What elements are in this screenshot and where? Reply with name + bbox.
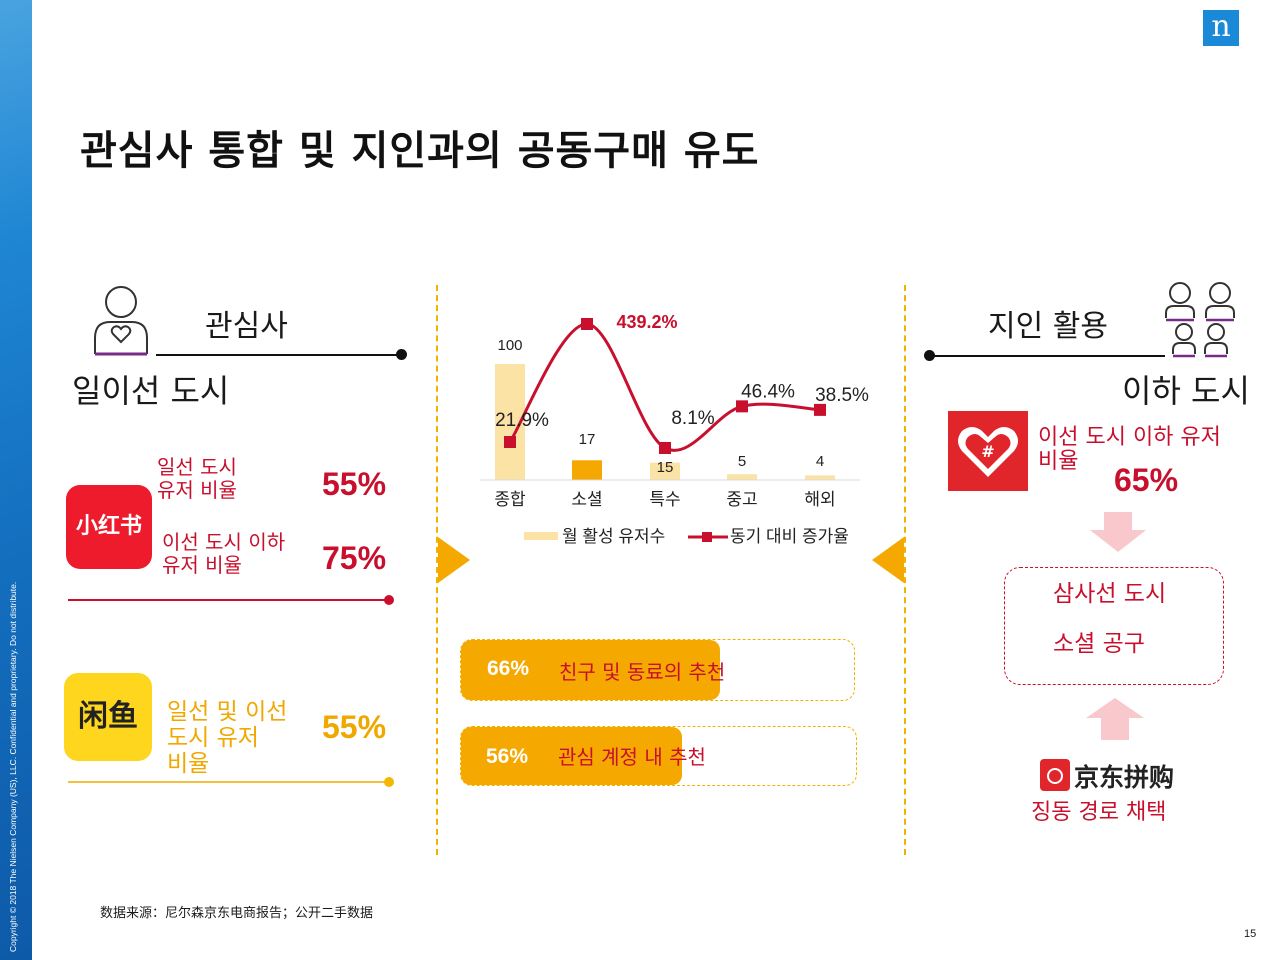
copyright-text: Copyright © 2018 The Nielsen Company (US… xyxy=(8,581,18,952)
recommend-bar-2-fill xyxy=(461,727,683,785)
xhs-tier1-value: 55% xyxy=(322,466,387,502)
acquaintance-header: 지인 활용 xyxy=(988,309,1108,344)
xhs-tier1-label: 일선 도시 유저 비율 xyxy=(157,455,237,502)
xiaohongshu-logo: 小红书 xyxy=(66,485,152,569)
growth-rate-label: 8.1% xyxy=(671,408,714,429)
interest-line xyxy=(156,354,402,356)
person-heart-icon xyxy=(94,286,148,356)
xhs-divider xyxy=(68,599,388,601)
bar-해외 xyxy=(805,475,835,480)
bar-중고 xyxy=(727,474,757,480)
category-label: 종합 xyxy=(494,490,526,510)
right-pointing-arrow-icon xyxy=(438,537,470,583)
bar-value-label: 15 xyxy=(657,459,674,476)
bar-value-label: 4 xyxy=(816,453,824,470)
down-arrow-icon xyxy=(1090,512,1146,552)
xianyu-divider xyxy=(68,781,388,783)
xianyu-label: 일선 및 이선 도시 유저 비율 xyxy=(167,699,288,777)
bar-특수 xyxy=(650,462,680,480)
growth-point xyxy=(659,442,671,454)
growth-point xyxy=(504,436,516,448)
recommend-2-label: 관심 계정 내 추천 xyxy=(558,745,706,769)
bar-소셜 xyxy=(572,460,602,480)
left-pointing-arrow-icon xyxy=(872,537,904,583)
mau-growth-chart: 100 17 15 5 4 21.9% 439.2% 8.1% 46.4% 38.5% 종합 소셜… xyxy=(480,312,869,546)
divider-left xyxy=(436,285,438,855)
category-label: 특수 xyxy=(649,490,680,510)
recommend-bar-1-fill xyxy=(461,640,721,700)
pinduoduo-heart-icon: # xyxy=(958,427,1018,477)
pdd-label: 이선 도시 이하 유저 비율 xyxy=(1038,425,1221,474)
legend-line-marker xyxy=(702,532,712,542)
tier34-label: 삼사선 도시 xyxy=(1053,581,1167,607)
growth-rate-line xyxy=(508,322,821,452)
pdd-value: 65% xyxy=(1114,462,1179,498)
growth-rate-label: 38.5% xyxy=(815,385,869,406)
data-source: 数据来源：尼尔森京东电商报告；公开二手数据 xyxy=(100,906,374,921)
legend-bar-swatch xyxy=(524,532,558,540)
tier12-cities-label: 일이선 도시 xyxy=(72,372,230,410)
interest-line-dot xyxy=(396,349,407,360)
page-number: 15 xyxy=(1244,928,1257,940)
recommend-1-value: 66% xyxy=(487,657,530,680)
social-group-buy-label: 소셜 공구 xyxy=(1053,631,1145,657)
acquaintance-line xyxy=(930,355,1165,357)
up-arrow-icon xyxy=(1086,698,1144,740)
pinduoduo-logo: # xyxy=(948,411,1028,491)
svg-text:#: # xyxy=(981,442,994,461)
legend-growth: 동기 대비 증가율 xyxy=(730,527,849,546)
brand-sidebar: Copyright © 2018 The Nielsen Company (US… xyxy=(0,0,32,960)
recommend-bar-1: 66% 친구 및 동료의 추천 xyxy=(460,639,855,701)
growth-rate-label: 21.9% xyxy=(495,410,549,431)
recommend-1-label: 친구 및 동료의 추천 xyxy=(559,660,726,684)
jd-bag-icon xyxy=(1040,759,1070,791)
jd-caption: 징동 경로 채택 xyxy=(1031,800,1167,825)
recommend-bar-2: 56% 관심 계정 내 추천 xyxy=(460,726,857,786)
xianyu-divider-dot xyxy=(384,777,394,787)
growth-point xyxy=(581,318,593,330)
bar-value-label: 5 xyxy=(738,453,746,470)
page-title: 관심사 통합 및 지인과의 공동구매 유도 xyxy=(80,128,760,174)
nielsen-logo: n xyxy=(1203,10,1239,46)
growth-rate-label: 46.4% xyxy=(741,381,795,402)
legend-mau: 월 활성 유저수 xyxy=(562,527,665,546)
bar-value-label: 17 xyxy=(579,431,596,448)
growth-point xyxy=(736,400,748,413)
divider-right xyxy=(904,285,906,855)
lower-tier-cities-label: 이하 도시 xyxy=(1122,372,1250,410)
category-label: 해외 xyxy=(804,490,835,510)
xianyu-value: 55% xyxy=(322,709,387,745)
growth-point xyxy=(814,403,826,416)
tier34-social-box: 삼사선 도시 소셜 공구 xyxy=(1004,567,1224,685)
category-label: 소셜 xyxy=(571,490,602,510)
jd-logo-text: 京东拼购 xyxy=(1074,763,1175,792)
acquaintance-line-dot xyxy=(924,350,935,361)
category-label: 중고 xyxy=(726,490,757,510)
growth-rate-label: 439.2% xyxy=(616,312,677,332)
bar-value-label: 100 xyxy=(497,337,522,354)
xhs-divider-dot xyxy=(384,595,394,605)
xhs-tier2-label: 이선 도시 이하 유저 비율 xyxy=(162,530,286,577)
xianyu-logo: 闲鱼 xyxy=(64,673,152,761)
interest-header: 관심사 xyxy=(205,309,288,344)
xhs-tier2-value: 75% xyxy=(322,540,387,576)
people-group-icon xyxy=(1165,282,1235,358)
recommend-2-value: 56% xyxy=(486,745,529,768)
